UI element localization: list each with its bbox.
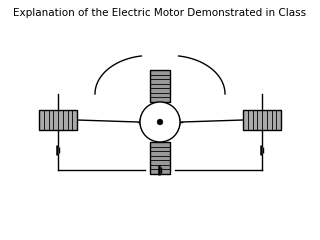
Bar (150, 142, 170, 174)
Circle shape (140, 102, 180, 142)
Bar (39, 110, 77, 130)
Text: Explanation of the Electric Motor Demonstrated in Class: Explanation of the Electric Motor Demons… (13, 8, 306, 18)
Bar (150, 70, 170, 102)
Circle shape (157, 119, 163, 125)
Bar (243, 110, 281, 130)
